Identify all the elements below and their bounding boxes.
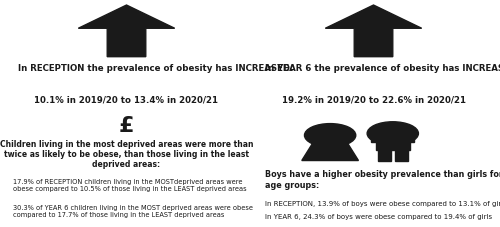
Polygon shape	[302, 139, 358, 161]
Bar	[395, 150, 407, 161]
Text: 19.2% in 2019/20 to 22.6% in 2020/21: 19.2% in 2019/20 to 22.6% in 2020/21	[282, 95, 466, 104]
Circle shape	[367, 122, 418, 146]
Text: In YEAR 6, 24.3% of boys were obese compared to 19.4% of girls: In YEAR 6, 24.3% of boys were obese comp…	[265, 213, 492, 219]
Text: 17.9% of RECEPTION children living in the MOSTdeprived areas were
obese compared: 17.9% of RECEPTION children living in th…	[13, 178, 247, 191]
Bar	[378, 150, 391, 161]
Bar	[376, 136, 410, 150]
Text: 30.3% of YEAR 6 children living in the MOST deprived areas were obese
compared t: 30.3% of YEAR 6 children living in the M…	[13, 205, 253, 217]
Text: 10.1% in 2019/20 to 13.4% in 2020/21: 10.1% in 2019/20 to 13.4% in 2020/21	[34, 95, 218, 104]
Text: In RECEPTION, 13.9% of boys were obese compared to 13.1% of girls: In RECEPTION, 13.9% of boys were obese c…	[265, 200, 500, 206]
Text: Boys have a higher obesity prevalence than girls for both
age groups:: Boys have a higher obesity prevalence th…	[265, 170, 500, 189]
Text: In RECEPTION the prevalence of obesity has INCREASED:: In RECEPTION the prevalence of obesity h…	[18, 64, 293, 73]
Bar	[371, 136, 414, 142]
Text: Children living in the most deprived areas were more than
twice as likely to be : Children living in the most deprived are…	[0, 139, 254, 169]
Bar	[316, 139, 345, 150]
Text: In YEAR 6 the prevalence of obesity has INCREASED:: In YEAR 6 the prevalence of obesity has …	[265, 64, 500, 73]
Text: £: £	[119, 116, 134, 136]
Circle shape	[304, 124, 356, 147]
Polygon shape	[326, 6, 422, 57]
Polygon shape	[78, 6, 174, 57]
